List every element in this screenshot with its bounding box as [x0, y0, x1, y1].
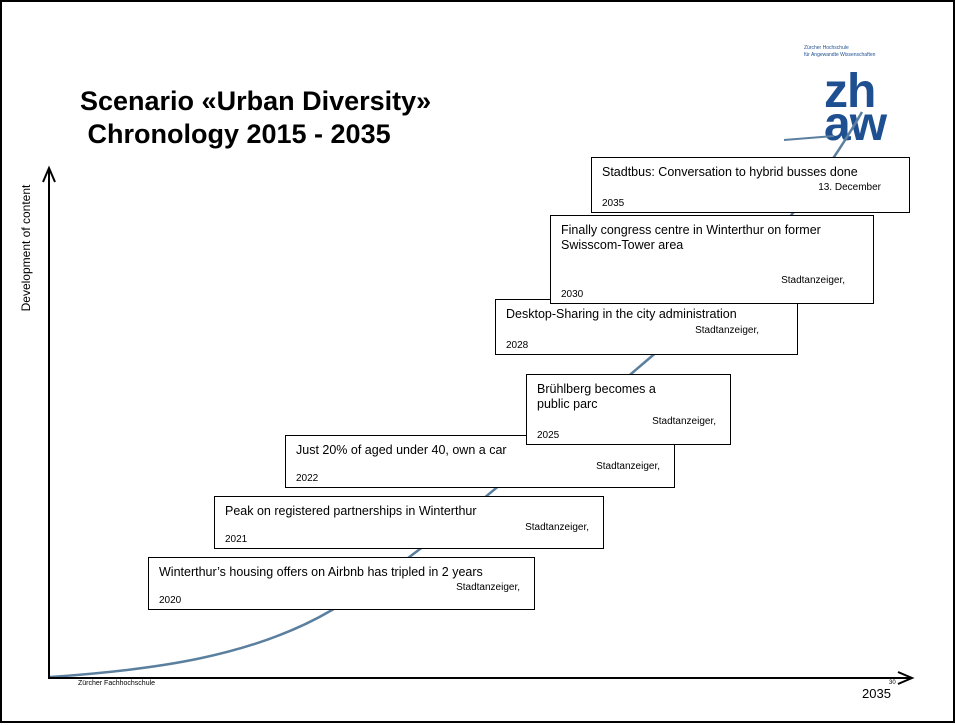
event-title: Winterthur’s housing offers on Airbnb ha… — [159, 565, 483, 579]
event-box-2021: Peak on registered partnerships in Winte… — [214, 496, 604, 549]
y-axis-arrow — [42, 165, 56, 183]
event-source: Stadtanzeiger, — [525, 522, 589, 533]
event-box-2030: Finally congress centre in Winterthur on… — [550, 215, 874, 304]
event-title: Stadtbus: Conversation to hybrid busses … — [602, 165, 858, 179]
event-title: Peak on registered partnerships in Winte… — [225, 504, 477, 518]
event-title: Finally congress centre in Winterthur on… — [561, 223, 821, 252]
event-box-2035: Stadtbus: Conversation to hybrid busses … — [591, 157, 910, 213]
x-axis-tick-2035: 2035 — [862, 686, 891, 701]
event-year: 2028 — [506, 340, 529, 351]
page-number: 30 — [889, 680, 896, 686]
event-source: Stadtanzeiger, — [781, 275, 845, 286]
event-box-2028: Desktop-Sharing in the city administrati… — [495, 299, 798, 355]
event-year: 2030 — [561, 289, 584, 300]
logo-institution-text: Zürcher Hochschule für Angewandte Wissen… — [804, 45, 876, 58]
event-title: Just 20% of aged under 40, own a car — [296, 443, 507, 457]
title-line-2: Chronology 2015 - 2035 — [80, 119, 391, 149]
event-year: 2021 — [225, 534, 248, 545]
event-title: Brühlberg becomes a public parc — [537, 382, 656, 411]
event-year: 2025 — [537, 430, 560, 441]
slide-title: Scenario «Urban Diversity» Chronology 20… — [80, 85, 431, 151]
footer-institution: Zürcher Fachhochschule — [78, 680, 156, 687]
event-source: Stadtanzeiger, — [596, 461, 660, 472]
y-axis-label: Development of content — [19, 184, 33, 312]
event-box-2025: Brühlberg becomes a public parc Stadtanz… — [526, 374, 731, 445]
logo-mark-line-1: zh — [824, 65, 876, 118]
logo-connector-line — [783, 135, 835, 141]
event-year: 2020 — [159, 595, 182, 606]
event-box-2020: Winterthur’s housing offers on Airbnb ha… — [148, 557, 535, 610]
event-source: Stadtanzeiger, — [456, 582, 520, 593]
title-line-1: Scenario «Urban Diversity» — [80, 86, 432, 116]
event-source: Stadtanzeiger, — [652, 416, 716, 427]
event-year: 2035 — [602, 198, 625, 209]
event-source: Stadtanzeiger, — [695, 325, 759, 336]
event-year: 2022 — [296, 473, 319, 484]
x-axis-arrow — [897, 671, 915, 685]
event-title: Desktop-Sharing in the city administrati… — [506, 307, 737, 321]
event-source: 13. December — [818, 182, 881, 193]
